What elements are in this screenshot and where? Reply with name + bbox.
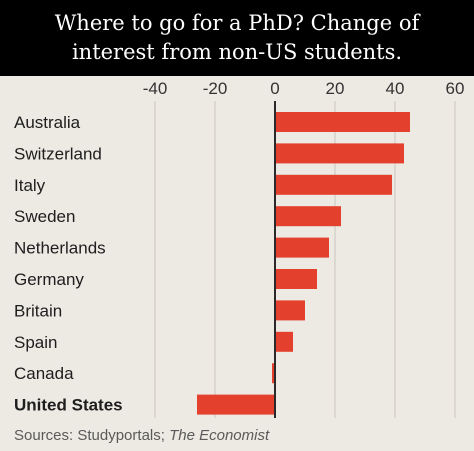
x-tick-label: 40 — [386, 79, 405, 98]
source-publication: The Economist — [169, 427, 270, 444]
x-tick-label: 60 — [446, 79, 465, 98]
chart-area: -40 -20 0 20 40 60 Australia Switzerland Italy Sw… — [0, 76, 474, 451]
category-label: Switzerland — [14, 144, 102, 163]
category-label: Sweden — [14, 207, 75, 226]
category-label: Canada — [14, 364, 74, 383]
category-label: Netherlands — [14, 239, 106, 258]
source-note: Sources: Studyportals; The Economist — [14, 427, 269, 444]
bar-britain — [275, 300, 305, 321]
category-label: Spain — [14, 333, 57, 352]
bar-canada — [272, 363, 275, 384]
x-tick-label: 0 — [270, 79, 279, 98]
category-label: Australia — [14, 113, 81, 132]
category-label: United States — [14, 396, 123, 415]
category-label: Italy — [14, 176, 46, 195]
x-tick-label: -40 — [143, 79, 168, 98]
category-label: Britain — [14, 301, 62, 320]
x-tick-label: 20 — [326, 79, 345, 98]
bar-spain — [275, 331, 293, 352]
bar-australia — [275, 112, 410, 132]
category-label: Germany — [14, 270, 84, 289]
source-prefix: Sources: Studyportals; — [14, 427, 170, 444]
bar-chart: -40 -20 0 20 40 60 Australia Switzerland Italy Sw… — [14, 79, 465, 418]
bar-germany — [275, 269, 317, 289]
chart-title: Where to go for a PhD? Change of interes… — [54, 11, 420, 64]
bar-netherlands — [275, 237, 329, 258]
bar-switzerland — [275, 143, 404, 164]
chart-header: Where to go for a PhD? Change of interes… — [0, 0, 474, 76]
x-tick-label: -20 — [203, 79, 228, 98]
bar-united-states — [197, 394, 275, 415]
bar-sweden — [275, 206, 341, 227]
bar-italy — [275, 174, 392, 195]
